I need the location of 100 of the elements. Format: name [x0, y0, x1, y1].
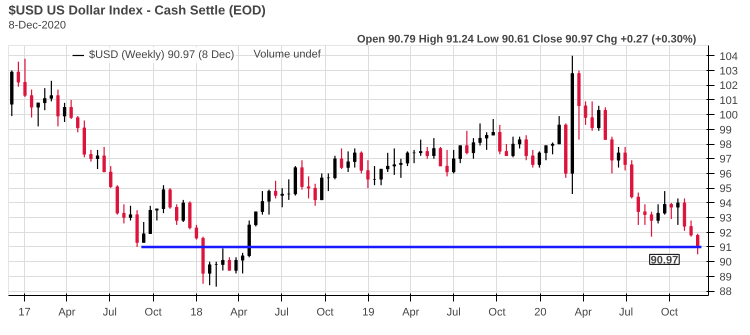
candlestick [538, 150, 542, 168]
y-tick-label: 93 [720, 212, 732, 225]
x-tick-label: Apr [402, 306, 420, 318]
x-tick-label: Apr [58, 306, 76, 318]
candlestick [320, 172, 324, 201]
y-tick-label: 90 [720, 256, 732, 269]
candlestick [346, 150, 350, 173]
candlestick [56, 89, 60, 127]
candlestick [175, 204, 178, 226]
y-tick-label: 91 [720, 242, 732, 254]
y-tick-label: 99 [720, 124, 732, 136]
candlestick [484, 132, 488, 151]
candlestick [590, 100, 594, 132]
chart-title: $USD US Dollar Index - Cash Settle (EOD) [8, 2, 266, 18]
candlestick [102, 146, 106, 173]
candlestick [43, 88, 46, 111]
candlestick [314, 183, 317, 206]
candlestick [69, 99, 73, 120]
candlestick [636, 192, 640, 226]
candlestick [670, 202, 673, 220]
y-tick-label: 101 [720, 94, 738, 107]
candlestick [689, 220, 693, 238]
y-tick-label: 103 [720, 66, 738, 78]
candlestick [280, 188, 284, 208]
y-tick-label: 100 [720, 110, 738, 122]
candlestick [518, 136, 522, 150]
x-tick-label: Jul [102, 306, 117, 318]
candlestick [194, 224, 198, 240]
candlestick [168, 188, 172, 210]
candlestick [333, 155, 337, 180]
candlestick [584, 100, 588, 126]
candlestick [62, 102, 66, 123]
candlestick [360, 150, 363, 174]
candlestick [182, 199, 185, 223]
candlestick [392, 148, 396, 176]
candlestick [445, 149, 449, 177]
candlestick [23, 58, 27, 98]
x-tick-label: Oct [316, 306, 334, 318]
y-tick-label: 94 [720, 198, 732, 210]
candlestick [399, 158, 403, 178]
x-tick-label: Jul [446, 306, 461, 318]
candlestick [155, 208, 159, 222]
x-tick-label: Oct [144, 306, 162, 318]
candlestick [148, 205, 152, 234]
candlestick [122, 204, 126, 224]
candlestick [504, 143, 508, 156]
candlestick [406, 150, 410, 167]
x-tick-label: Oct [488, 306, 506, 318]
candlestick [208, 261, 212, 286]
x-tick-label: 19 [362, 306, 375, 318]
candlestick [465, 130, 469, 155]
candlestick [623, 146, 627, 172]
candlestick [616, 146, 620, 168]
y-tick-label: 104 [720, 50, 738, 63]
candlestick [544, 144, 548, 161]
x-tick-label: 17 [18, 306, 31, 318]
x-tick-label: Apr [574, 306, 592, 318]
candlestick [128, 205, 132, 222]
candlestick [524, 134, 528, 161]
x-tick-label: Apr [230, 306, 248, 318]
annotation: Volume undef [254, 48, 322, 60]
x-tick-label: Jul [274, 306, 289, 318]
candlestick [550, 142, 554, 155]
candlestick [306, 176, 310, 200]
annotation: Open 90.79 High 91.24 Low 90.61 Close 90.97 Chg +0.27 (+0.30%) [356, 34, 697, 46]
candlestick [89, 149, 93, 162]
candlestick [511, 136, 515, 158]
candlestick [478, 122, 482, 146]
candlestick [221, 248, 224, 272]
candlestick [438, 146, 442, 167]
candlestick [300, 160, 304, 190]
y-tick-label: 89 [720, 271, 732, 284]
legend-label: $USD (Weekly) 90.97 (8 Dec) [89, 49, 234, 61]
candlestick [50, 80, 54, 102]
candlestick [36, 102, 40, 127]
candlestick [676, 198, 680, 226]
candlestick [96, 149, 100, 170]
x-tick-label: Oct [660, 306, 678, 318]
candlestick [340, 148, 344, 170]
candlestick [254, 211, 258, 227]
candlestick [498, 124, 502, 155]
candlestick [274, 180, 278, 200]
candlestick [458, 144, 462, 164]
y-tick-label: 92 [720, 227, 732, 240]
candlestick [240, 252, 244, 274]
y-tick-label: 95 [720, 183, 732, 196]
candlestick [682, 198, 686, 232]
candlestick [142, 221, 146, 244]
candlestick [610, 136, 614, 174]
candlestick [597, 105, 600, 132]
candlestick [419, 139, 422, 156]
annotation: 90.97 [650, 254, 678, 266]
candlestick [531, 149, 534, 168]
candlestick [260, 190, 264, 216]
candlestick [432, 138, 436, 160]
candlestick [452, 149, 456, 174]
candlestick [643, 204, 647, 226]
chart-subtitle: 8-Dec-2020 [8, 20, 66, 32]
candlestick [366, 160, 370, 189]
candlestick [287, 178, 290, 201]
